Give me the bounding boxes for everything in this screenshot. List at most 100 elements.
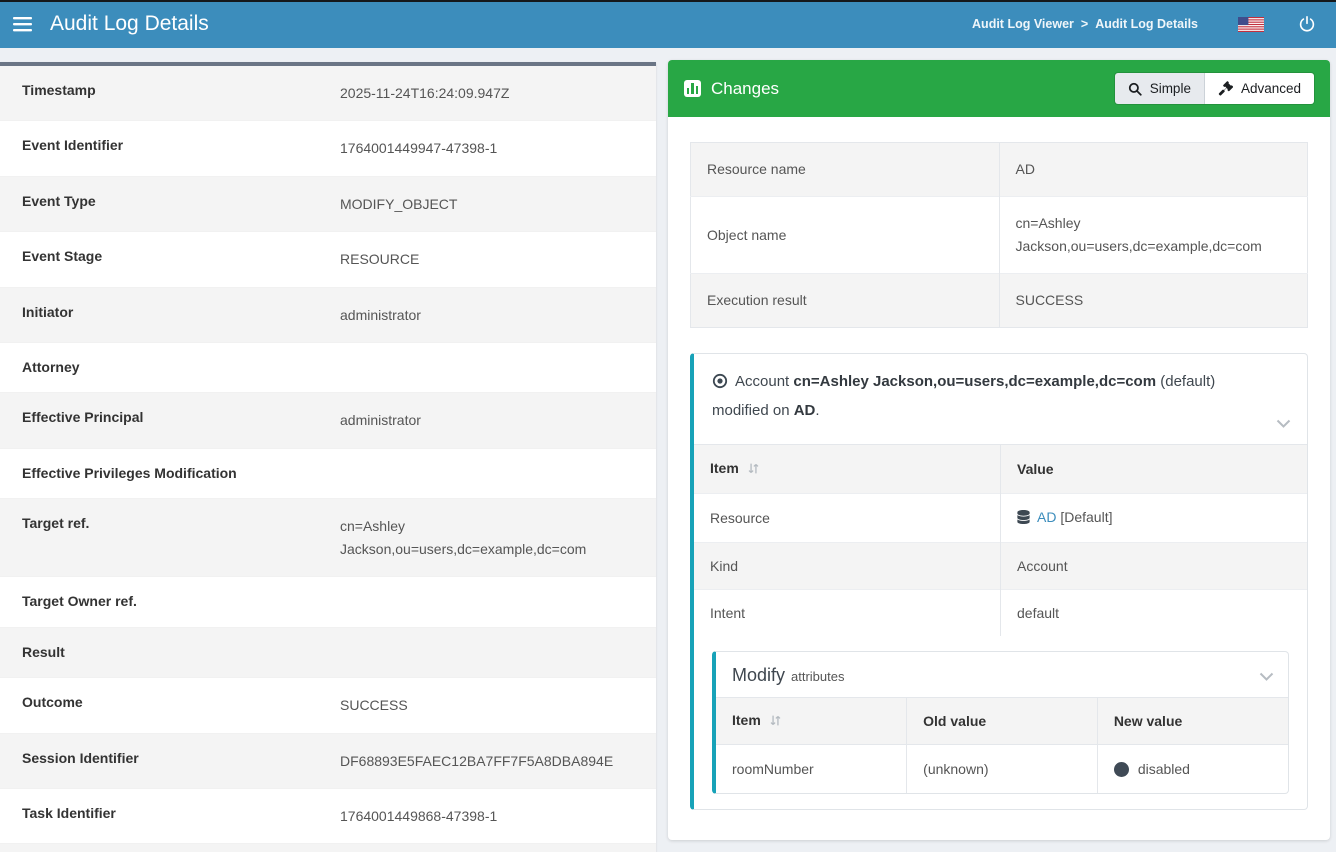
- detail-label: Target Owner ref.: [22, 593, 137, 610]
- table-row: Execution result SUCCESS: [690, 273, 1308, 328]
- table-row: roomNumber (unknown) disabled: [716, 744, 1288, 794]
- detail-value: cn=Ashley Jackson,ou=users,dc=example,dc…: [340, 518, 587, 557]
- detail-label: Result: [22, 643, 65, 660]
- detail-value: administrator: [340, 306, 421, 323]
- detail-label: Event Stage: [22, 248, 103, 265]
- summary-value: cn=Ashley Jackson,ou=users,dc=example,dc…: [998, 196, 1308, 274]
- detail-label: Event Type: [22, 192, 96, 209]
- simple-view-button[interactable]: Simple: [1114, 73, 1204, 104]
- eye-icon: [712, 372, 728, 398]
- table-row: Task Identifier 1764001449868-47398-1: [0, 788, 656, 845]
- summary-prefix: Account: [735, 373, 794, 391]
- language-selector[interactable]: [1238, 16, 1264, 32]
- summary-value: SUCCESS: [998, 273, 1308, 328]
- logout-button[interactable]: [1298, 15, 1316, 33]
- scene-item-table: Item Value Resource AD [Default] Kind Ac…: [694, 444, 1307, 637]
- bar-chart-icon: [684, 80, 701, 97]
- scene-summary: Account cn=Ashley Jackson,ou=users,dc=ex…: [694, 354, 1307, 444]
- detail-value: DF68893E5FAEC12BA7FF7F5A8DBA894E: [340, 752, 614, 769]
- table-row: Event Identifier 1764001449947-47398-1: [0, 121, 656, 177]
- table-row: Timestamp 2025-11-24T16:24:09.947Z: [0, 66, 656, 122]
- table-row: Attorney: [0, 342, 656, 394]
- detail-value: [340, 577, 656, 627]
- scene-collapse-toggle[interactable]: [1276, 411, 1291, 437]
- table-row: Result: [0, 627, 656, 679]
- detail-value: SUCCESS: [340, 697, 408, 714]
- audit-details-panel: Timestamp 2025-11-24T16:24:09.947Z Event …: [0, 62, 656, 852]
- resource-link[interactable]: AD: [1037, 509, 1057, 526]
- change-summary-table: Resource name AD Object name cn=Ashley J…: [690, 142, 1308, 329]
- item-name: Kind: [694, 542, 1001, 590]
- detail-value: [340, 449, 656, 499]
- breadcrumb: Audit Log Viewer > Audit Log Details: [972, 17, 1198, 31]
- detail-label: Task Identifier: [22, 804, 116, 821]
- table-header-row: Item Old value New value: [716, 697, 1288, 745]
- detail-label: Event Identifier: [22, 137, 124, 154]
- item-name: Resource: [694, 493, 1001, 543]
- detail-value: 2025-11-24T16:24:09.947Z: [340, 85, 510, 101]
- attribute-new-value: disabled: [1096, 744, 1288, 794]
- sort-icon[interactable]: [769, 714, 782, 730]
- database-icon: [1017, 510, 1030, 527]
- sort-icon[interactable]: [747, 462, 760, 478]
- attribute-old-value: (unknown): [906, 744, 1098, 794]
- summary-suffix: .: [815, 401, 820, 419]
- magnifier-icon: [1128, 82, 1142, 96]
- detail-value: 1764001449947-47398-1: [340, 140, 498, 157]
- detail-label: Timestamp: [22, 82, 96, 98]
- column-header-new-value: New value: [1096, 697, 1288, 745]
- detail-value: administrator: [340, 412, 421, 429]
- modify-title: Modify: [732, 665, 786, 686]
- column-header-item[interactable]: Item: [694, 444, 1001, 494]
- us-flag-icon: [1238, 16, 1264, 32]
- simple-view-label: Simple: [1149, 81, 1191, 96]
- detail-label: Effective Principal: [22, 409, 144, 426]
- changes-panel-header: Changes Simple Advanced: [668, 60, 1330, 117]
- summary-mid: (default) modified on: [712, 373, 1216, 419]
- sidebar-toggle-button[interactable]: [0, 0, 44, 48]
- modify-subtitle: attributes: [791, 669, 845, 685]
- gavel-icon: [1218, 81, 1233, 96]
- modify-attributes-scene: Modify attributes Item Old value New val…: [712, 651, 1289, 795]
- breadcrumb-parent[interactable]: Audit Log Viewer: [972, 17, 1074, 31]
- modify-attributes-header: Modify attributes: [716, 652, 1288, 697]
- item-name: Intent: [694, 589, 1001, 637]
- table-header-row: Item Value: [694, 444, 1307, 494]
- detail-value: [340, 343, 656, 393]
- detail-value: [340, 844, 656, 852]
- table-row: Resource name AD: [690, 142, 1308, 197]
- detail-label: Session Identifier: [22, 749, 139, 766]
- detail-label: Initiator: [22, 303, 74, 320]
- modify-collapse-toggle[interactable]: [1259, 668, 1274, 684]
- item-value: Account: [1000, 542, 1307, 590]
- table-row: Object name cn=Ashley Jackson,ou=users,d…: [690, 196, 1308, 274]
- power-icon: [1299, 16, 1315, 32]
- chevron-down-icon: [1259, 673, 1274, 682]
- table-row: Target Owner ref.: [0, 577, 656, 628]
- chevron-down-icon: [1276, 419, 1291, 428]
- table-row: Event Stage RESOURCE: [0, 232, 656, 288]
- column-header-old-value: Old value: [906, 697, 1098, 745]
- detail-value: [340, 628, 656, 678]
- table-row: Session Identifier DF68893E5FAEC12BA7FF7F…: [0, 733, 656, 789]
- item-value: AD [Default]: [1000, 493, 1307, 543]
- summary-resource: AD: [793, 401, 816, 419]
- table-row: Kind Account: [694, 542, 1307, 590]
- detail-value: 1764001449868-47398-1: [340, 807, 498, 824]
- detail-label: Effective Privileges Modification: [22, 464, 237, 481]
- detail-value: RESOURCE: [340, 251, 420, 268]
- detail-value: MODIFY_OBJECT: [340, 195, 458, 212]
- topbar: Audit Log Details Audit Log Viewer > Aud…: [0, 0, 1336, 48]
- detail-label: Outcome: [22, 694, 83, 711]
- advanced-view-button[interactable]: Advanced: [1203, 73, 1314, 104]
- table-row: Target ref. cn=Ashley Jackson,ou=users,dc…: [0, 499, 656, 578]
- summary-label: Resource name: [707, 161, 806, 177]
- table-row: Effective Principal administrator: [0, 393, 656, 449]
- column-header-item[interactable]: Item: [716, 697, 907, 745]
- resource-intent-suffix: [Default]: [1056, 509, 1113, 526]
- summary-value: AD: [998, 142, 1308, 197]
- hamburger-icon: [12, 16, 32, 31]
- modify-attributes-table: Item Old value New value roomNumber (unk…: [716, 697, 1288, 794]
- table-row: Effective Privileges Modification: [0, 448, 656, 500]
- view-toggle-group: Simple Advanced: [1114, 73, 1314, 104]
